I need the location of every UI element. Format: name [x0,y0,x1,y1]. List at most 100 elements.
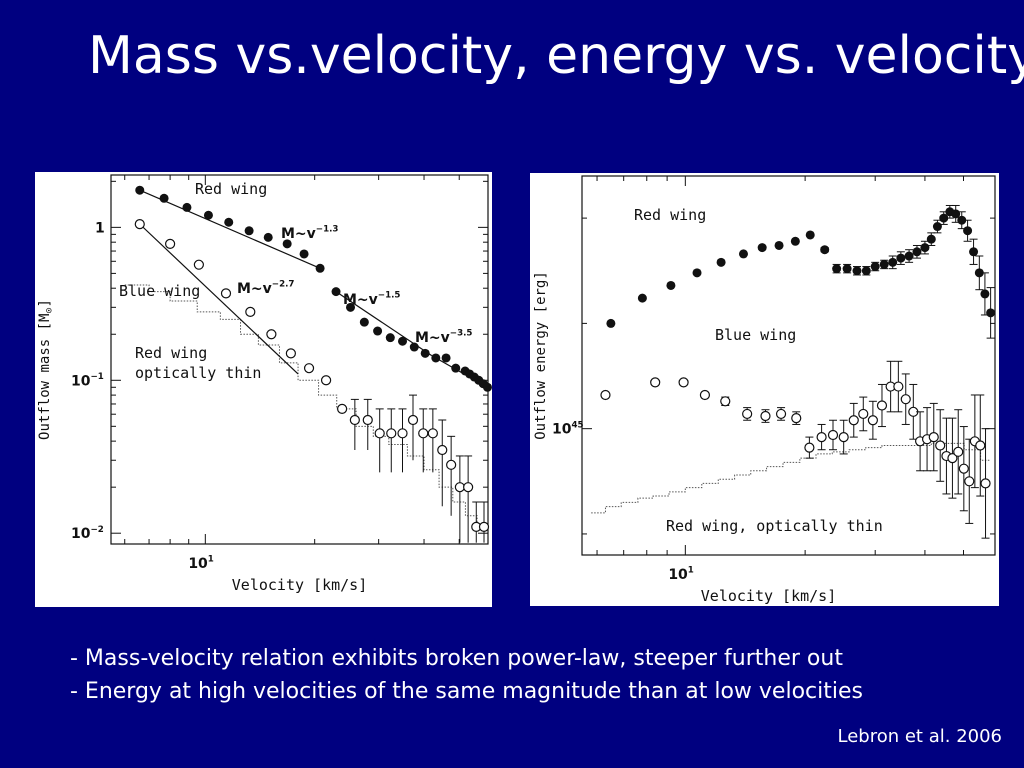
blue-wing-point [134,219,145,230]
red-wing-point [842,264,852,274]
mass-plot-group: 1 10−1 10−2 101 Velocity [km/s] Outflow mass … [37,174,492,594]
blue-wing-point [446,459,457,470]
plot-frame [110,174,489,545]
bullet-energy-velocity: - Energy at high velocities of the same … [70,679,863,704]
blue-wing-point [418,428,429,439]
blue-wing-point [386,428,397,439]
y-axis-label: Outflow mass [M⊙] [37,299,55,440]
blue-wing-point [463,482,474,493]
optically-thin-step-line [591,442,991,514]
red-wing-point [331,287,341,297]
red-wing-point [244,226,254,236]
annotation-label: Red wing [195,180,267,198]
blue-wing-point [928,431,939,443]
blue-wing-point [816,431,827,443]
red-wing-point [896,253,906,263]
annotation-label: Red wing, optically thin [666,517,883,535]
blue-wing-point [285,348,296,359]
blue-wing-point [349,414,360,426]
red-wing-point [986,308,996,318]
red-wing-point [912,247,922,257]
blue-wing-point [407,414,419,426]
annotation-label: Red wing [634,206,706,224]
red-wing-point [932,222,942,232]
mass-velocity-plot: 1 10−1 10−2 101 Velocity [km/s] Outflow mass … [37,174,492,594]
red-wing-point [263,232,273,242]
red-wing-point [974,268,984,278]
blue-wing-point [678,377,689,388]
optically-thin-step-line [124,284,487,528]
blue-wing-point [742,408,753,420]
blue-wing-point [478,521,490,532]
red-wing-point [451,363,461,373]
blue-wing-point [600,389,611,401]
red-wing-point [692,268,702,278]
red-wing-point [135,185,145,195]
blue-wing-point [848,415,859,426]
x-tick-label: 101 [668,566,694,583]
slide-title: Mass vs.velocity, energy vs. velocity [88,26,1024,86]
red-wing-point [385,333,395,343]
red-wing-point [904,251,914,261]
red-wing-point [879,259,889,269]
red-wing-point [441,353,451,363]
blue-wing-point [975,440,986,451]
annotation-label: Red wing [135,344,207,362]
blue-wing-point [220,288,232,299]
y-axis-label: Outflow energy [erg] [533,271,549,440]
blue-wing-point [437,444,448,456]
mass-velocity-chart: 1 10−1 10−2 101 Velocity [km/s] Outflow mass … [35,172,492,607]
blue-wing-point [303,363,315,374]
red-wing-point [738,249,748,259]
blue-wing-point [838,431,849,443]
annotation-label: Blue wing [715,326,796,344]
red-wing-point [774,240,784,250]
red-wing-point [282,239,292,249]
power-law-fit-line [139,223,299,375]
y-tick-label: 1 [95,220,105,236]
energy-plot-group: 1045 101 Velocity [km/s] Outflow energy [er… [533,175,996,605]
red-wing-point [939,213,949,223]
red-wing-point [606,318,616,328]
red-wing-point [969,247,979,257]
blue-wing-point [245,306,256,318]
power-law-label: M~v−2.7 [237,280,294,297]
blue-wing-point [958,463,969,474]
blue-wing-point [337,403,348,414]
blue-wing-point [935,440,946,451]
blue-wing-point [876,400,888,411]
blue-wing-point [362,414,373,426]
blue-wing-point [858,408,869,420]
blue-wing-point [720,396,731,407]
blue-wing-point [650,377,661,388]
red-wing-point [757,243,767,253]
energy-velocity-chart: 1045 101 Velocity [km/s] Outflow energy [er… [530,173,999,606]
red-wing-point [790,236,800,246]
bullet-mass-velocity: - Mass-velocity relation exhibits broken… [70,646,843,671]
red-wing-point [409,342,419,352]
blue-wing-point [791,413,802,424]
blue-wing-point [193,259,204,270]
red-wing-point [420,348,430,358]
blue-wing-point [397,428,408,439]
blue-wing-point [454,482,465,493]
red-wing-point [888,257,898,267]
red-wing-point [482,382,492,392]
red-wing-point [963,226,973,236]
red-wing-point [398,336,408,346]
red-wing-point [957,215,967,225]
blue-wing-point [165,238,176,249]
red-wing-point [920,243,930,253]
plot-frame [581,175,996,556]
red-wing-point [182,202,192,212]
power-law-label: M~v−3.5 [415,329,472,346]
blue-wing-point [900,394,911,405]
x-tick-label: 101 [188,555,214,572]
blue-wing-point [867,415,878,426]
x-axis-label: Velocity [km/s] [232,576,367,594]
red-wing-point [159,193,169,203]
energy-velocity-plot: 1045 101 Velocity [km/s] Outflow energy [er… [533,175,996,605]
y-tick-label: 1045 [552,420,584,437]
red-wing-point [832,264,842,274]
red-wing-point [980,289,990,299]
